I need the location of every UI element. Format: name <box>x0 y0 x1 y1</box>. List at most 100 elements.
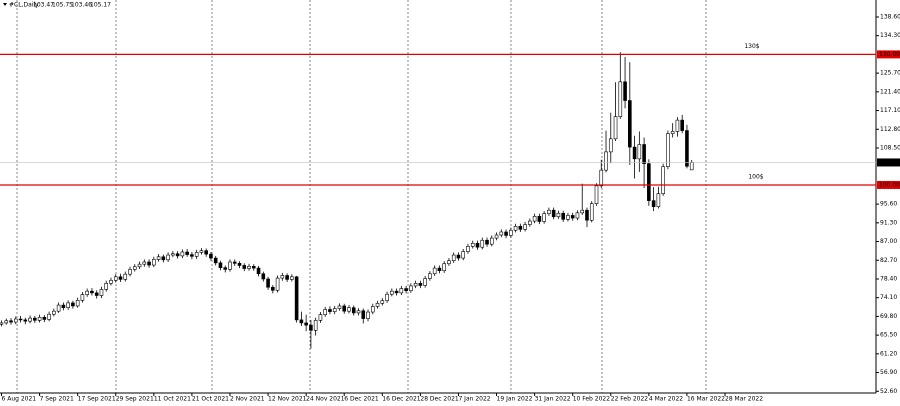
candle-body <box>670 131 675 134</box>
x-tick-label: 22 Feb 2022 <box>611 396 649 403</box>
candle-body <box>347 307 351 312</box>
y-tick-label: 52.60 <box>880 388 897 395</box>
candle-body <box>628 100 632 148</box>
candle-body <box>589 203 594 221</box>
x-tick-label: 24 Nov 2021 <box>306 396 345 403</box>
candle-body <box>23 319 28 322</box>
candle-body <box>523 224 527 230</box>
x-tick-label: 7 Jan 2022 <box>458 396 490 403</box>
candle-body <box>33 317 37 321</box>
candle-body <box>613 116 618 140</box>
candle-body <box>547 209 551 214</box>
candle-body <box>142 261 147 265</box>
candle-body <box>66 302 70 308</box>
candle-body <box>632 146 637 160</box>
x-tick-label: 21 Oct 2021 <box>192 396 229 403</box>
candle-body <box>180 251 185 257</box>
candle-body <box>513 226 518 231</box>
candle-body <box>366 311 370 319</box>
candle-body <box>0 322 4 325</box>
y-tick-label: 117.10 <box>880 107 900 114</box>
x-tick-label: 4 Mar 2022 <box>649 396 683 403</box>
candle-body <box>332 308 337 312</box>
candle-body <box>166 254 170 261</box>
candle-body <box>685 130 689 167</box>
candle-body <box>437 267 442 272</box>
candle-body <box>237 263 242 266</box>
candle-body <box>499 231 504 236</box>
candle-body <box>370 306 375 313</box>
candle-body <box>642 144 646 164</box>
candle-body <box>304 322 308 326</box>
candle-body <box>323 309 327 315</box>
x-tick-label: 31 Jan 2022 <box>535 396 571 403</box>
candle-body <box>247 266 251 269</box>
candle-body <box>528 220 532 225</box>
price-label: 105.17 <box>879 159 900 166</box>
candle-body <box>489 237 494 245</box>
candle-body <box>651 200 656 208</box>
candle-body <box>218 262 223 268</box>
candle-body <box>13 318 18 323</box>
candle-body <box>442 263 446 272</box>
candle-body <box>171 253 175 256</box>
y-tick-label: 74.10 <box>880 294 897 301</box>
x-tick-label: 2 Nov 2021 <box>230 396 265 403</box>
x-tick-label: 7 Sep 2021 <box>40 396 74 403</box>
candle-body <box>232 261 237 264</box>
header-close: 105.17 <box>90 2 111 9</box>
candle-body <box>299 319 304 324</box>
candle-body <box>585 209 589 221</box>
candle-body <box>623 81 627 101</box>
candle-body <box>542 213 546 222</box>
candle-body <box>313 320 318 331</box>
candle-body <box>456 254 461 259</box>
x-tick-label: 28 Mar 2022 <box>725 396 763 403</box>
candle-body <box>413 283 418 287</box>
candle-body <box>90 290 94 294</box>
x-tick-label: 6 Dec 2021 <box>344 396 379 403</box>
y-tick-label: 91.30 <box>880 219 897 226</box>
candle-body <box>109 279 113 284</box>
candle-body <box>418 283 423 286</box>
candle-body <box>656 193 661 208</box>
price-box <box>877 158 900 167</box>
candle-body <box>28 317 32 322</box>
candle-body <box>56 304 61 312</box>
candle-body <box>404 288 408 292</box>
y-tick-label: 134.30 <box>880 32 900 39</box>
candle-body <box>475 242 480 248</box>
candle-body <box>394 290 399 294</box>
candle-body <box>504 231 508 236</box>
level-box <box>877 50 900 59</box>
candle-body <box>18 318 23 321</box>
x-tick-label: 6 Aug 2021 <box>2 396 37 403</box>
candle-body <box>342 305 347 312</box>
candle-body <box>256 267 261 275</box>
candle-body <box>204 250 208 255</box>
candle-body <box>251 266 256 269</box>
level-text: 130$ <box>744 43 759 50</box>
symbol-icon <box>3 3 7 6</box>
candle-body <box>380 300 385 304</box>
candle-body <box>328 309 332 312</box>
candle-body <box>290 276 294 280</box>
x-tick-label: 28 Dec 2021 <box>420 396 459 403</box>
y-tick-label: 138.60 <box>880 13 900 20</box>
candle-body <box>271 286 275 291</box>
candle-body <box>280 275 285 279</box>
candle-body <box>175 253 180 257</box>
level-text: 100$ <box>748 173 763 180</box>
x-tick-label: 16 Dec 2021 <box>382 396 421 403</box>
candle-body <box>618 81 623 117</box>
header-open: 103.47 <box>33 2 54 9</box>
candle-body <box>447 260 451 265</box>
candle-body <box>71 302 75 307</box>
candle-body <box>461 251 466 259</box>
candle-body <box>294 276 299 321</box>
candle-body <box>266 278 270 288</box>
y-tick-label: 78.40 <box>880 275 897 282</box>
candle-body <box>223 267 228 270</box>
candle-body <box>261 273 266 280</box>
y-tick-label: 125.70 <box>880 70 900 77</box>
